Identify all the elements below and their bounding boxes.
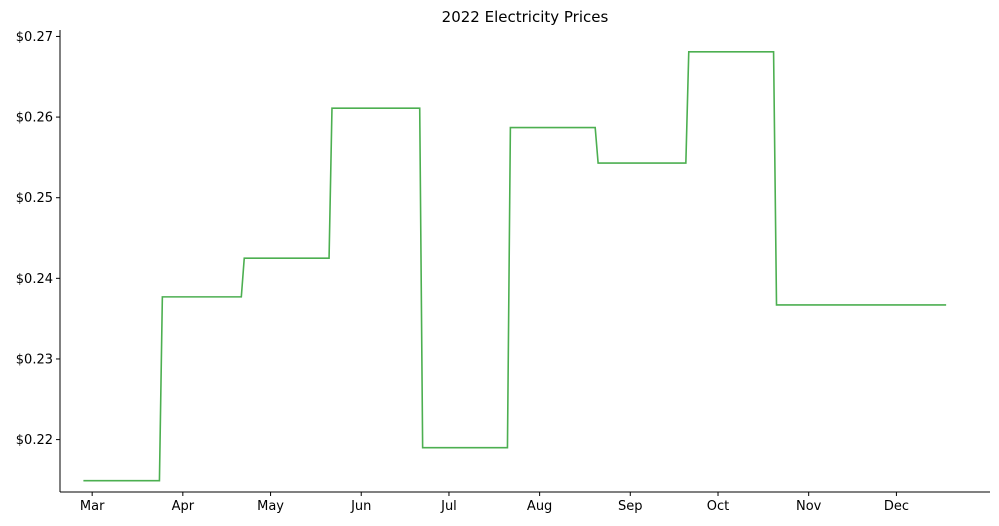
- x-tick-label: Sep: [618, 499, 643, 514]
- y-tick-label: $0.22: [16, 433, 53, 448]
- y-axis-ticks: $0.22 $0.23 $0.24 $0.25 $0.26 $0.27: [16, 30, 60, 448]
- x-tick-label: Dec: [884, 499, 909, 514]
- x-tick-label: Apr: [172, 499, 195, 514]
- x-tick-label: Mar: [80, 499, 105, 514]
- x-tick-label: May: [257, 499, 284, 514]
- y-tick-label: $0.24: [16, 272, 53, 287]
- chart-title: 2022 Electricity Prices: [442, 8, 609, 26]
- y-tick-label: $0.26: [16, 111, 53, 126]
- x-tick-label: Jul: [440, 499, 457, 514]
- x-axis-ticks: Mar Apr May Jun Jul Aug Sep Oct Nov Dec: [80, 492, 909, 514]
- x-tick-label: Aug: [527, 499, 552, 514]
- y-tick-label: $0.25: [16, 191, 53, 206]
- series-line-0: [83, 50, 947, 482]
- x-tick-label: Nov: [796, 499, 822, 514]
- plot-area: [83, 50, 947, 482]
- y-tick-label: $0.23: [16, 352, 53, 367]
- x-tick-label: Oct: [707, 499, 729, 514]
- x-tick-label: Jun: [350, 499, 371, 514]
- y-tick-label: $0.27: [16, 30, 53, 45]
